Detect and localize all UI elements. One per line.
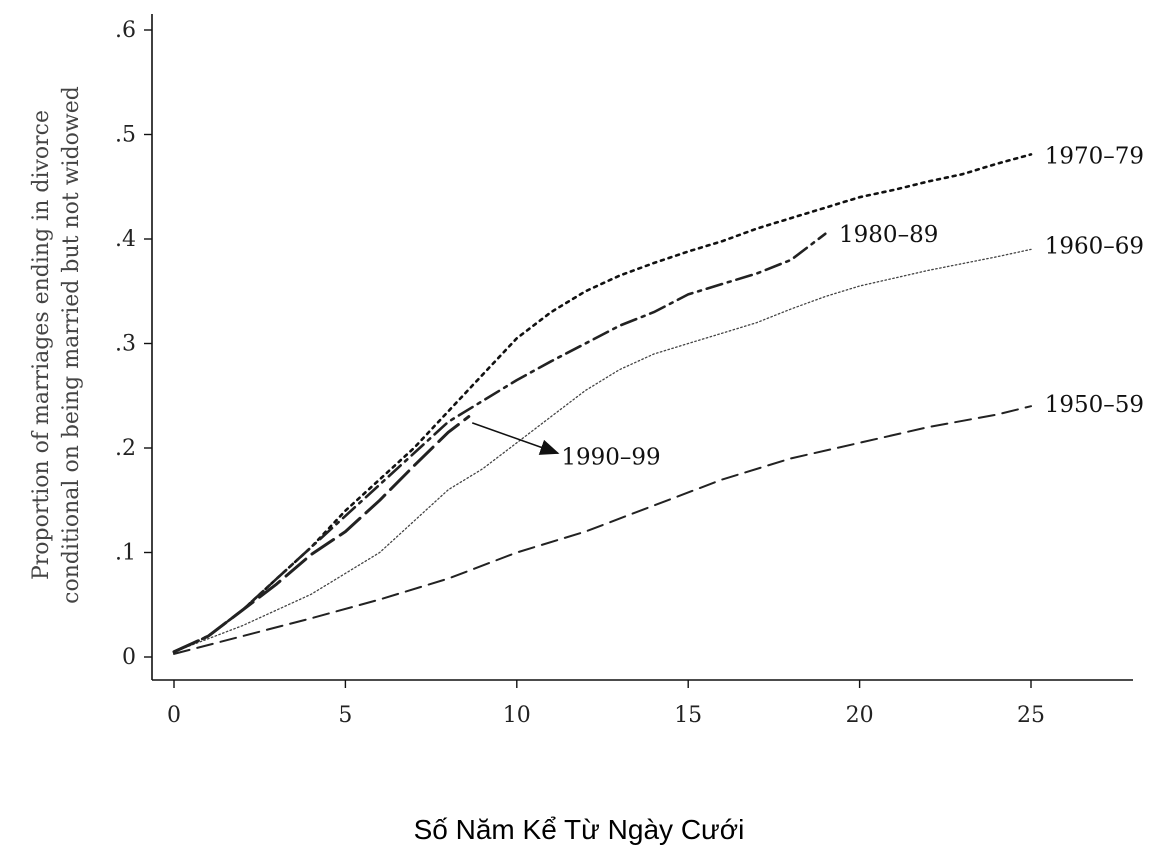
y-tick-label: .1 xyxy=(115,541,136,566)
y-tick-label: 0 xyxy=(122,645,136,670)
x-tick-label: 5 xyxy=(338,703,352,728)
annotation-arrow xyxy=(471,422,560,455)
series-line xyxy=(173,405,1032,655)
series-label: 1990–99 xyxy=(561,444,660,470)
x-axis-label: Số Năm Kể Từ Ngày Cưới xyxy=(413,814,745,845)
y-axis-label-line: conditional on being married but not wid… xyxy=(59,86,84,604)
series-label: 1980–89 xyxy=(839,222,938,248)
x-tick-label: 0 xyxy=(167,703,181,728)
axes: 0 .1 .2 .3 .4 .5 .6 0 5 10 15 20 25 xyxy=(115,14,1133,728)
y-tick-label: .3 xyxy=(115,332,136,357)
y-axis-label-line: Proportion of marriages ending in divorc… xyxy=(29,110,54,580)
x-tick-label: 15 xyxy=(674,703,702,728)
series-label: 1960–69 xyxy=(1045,233,1144,259)
x-tick-label: 25 xyxy=(1017,703,1045,728)
y-tick-label: .5 xyxy=(115,123,136,148)
series-label: 1970–79 xyxy=(1045,143,1144,169)
series-line xyxy=(172,232,827,654)
series-labels: 1970–79 1960–69 1980–89 1950–59 1990–99 xyxy=(561,143,1144,470)
series-line xyxy=(173,248,1032,653)
y-tick-label: .4 xyxy=(115,227,136,252)
series-line xyxy=(172,153,1033,654)
y-tick-label: .2 xyxy=(115,436,136,461)
series-line xyxy=(172,415,471,654)
series-label: 1950–59 xyxy=(1045,392,1144,418)
series-lines xyxy=(172,153,1033,655)
divorce-proportion-line-chart: 0 .1 .2 .3 .4 .5 .6 0 5 10 15 20 25 Proportion of ma… xyxy=(29,14,1144,728)
x-tick-label: 20 xyxy=(846,703,874,728)
y-tick-label: .6 xyxy=(115,18,136,43)
y-axis-label: Proportion of marriages ending in divorc… xyxy=(29,86,84,604)
x-tick-label: 10 xyxy=(503,703,531,728)
